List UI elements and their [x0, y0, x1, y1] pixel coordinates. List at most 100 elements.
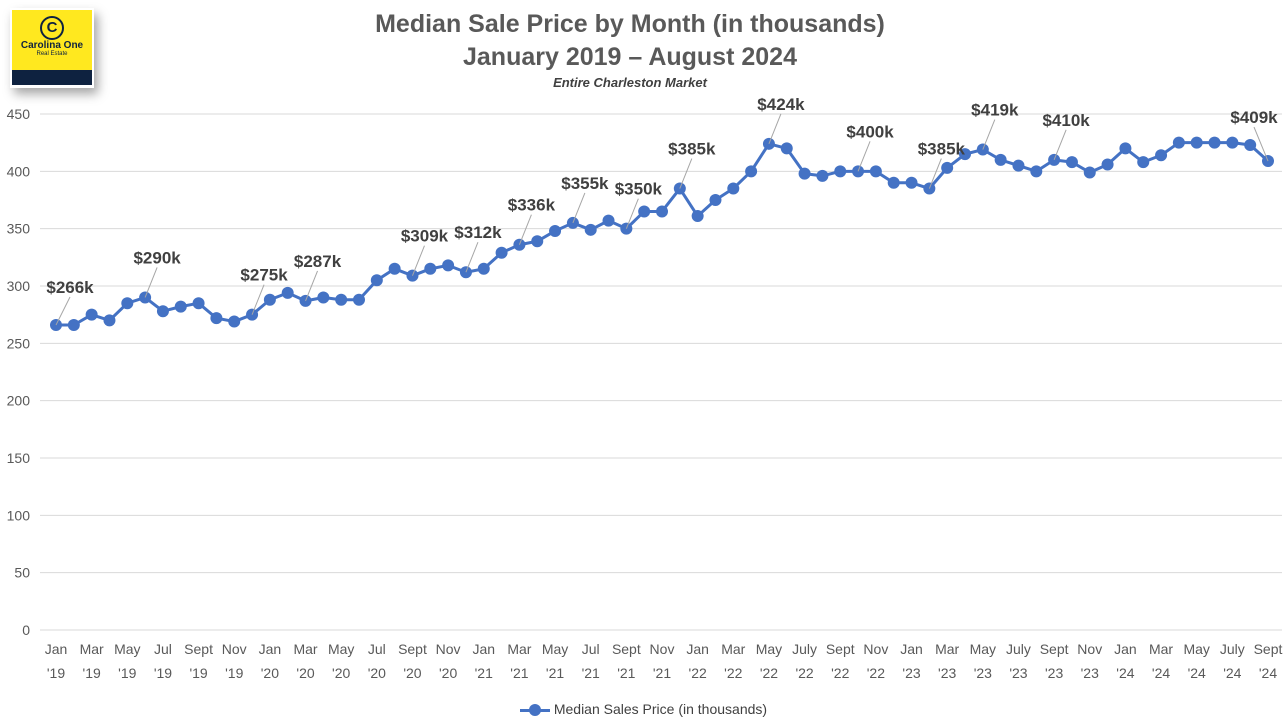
x-tick-label: '23	[938, 665, 956, 681]
data-label-leader	[982, 119, 996, 150]
data-point	[353, 293, 365, 306]
data-point	[602, 214, 615, 227]
x-tick-label: Jan	[1114, 641, 1137, 657]
data-label-leader	[625, 198, 639, 229]
data-point	[549, 224, 562, 237]
y-tick-label: 150	[7, 450, 31, 466]
data-point	[834, 165, 847, 178]
data-point	[780, 142, 793, 155]
data-label: $385k	[668, 140, 716, 159]
data-point	[1012, 159, 1025, 172]
data-label: $419k	[971, 101, 1019, 120]
data-point	[798, 167, 811, 180]
data-label: $355k	[561, 174, 609, 193]
logo-sub: Real Estate	[36, 51, 68, 57]
x-tick-label: July	[792, 641, 817, 657]
x-tick-label: Jan	[472, 641, 495, 657]
x-tick-label: May	[114, 641, 140, 657]
data-point	[156, 305, 169, 318]
x-tick-label: Jul	[368, 641, 386, 657]
data-point	[869, 165, 882, 178]
data-point	[531, 235, 544, 248]
data-point	[174, 300, 187, 313]
x-tick-label: '24	[1152, 665, 1170, 681]
x-tick-label: '23	[902, 665, 920, 681]
x-tick-label: '22	[795, 665, 813, 681]
y-tick-label: 450	[7, 106, 31, 122]
data-point	[495, 246, 508, 259]
x-tick-label: '22	[689, 665, 707, 681]
legend-line-marker-icon	[519, 703, 550, 717]
data-point	[1119, 142, 1132, 155]
data-point	[424, 262, 437, 275]
data-label-leader	[144, 267, 158, 298]
data-point	[1101, 158, 1114, 171]
x-tick-label: '19	[47, 665, 65, 681]
x-tick-label: '24	[1188, 665, 1206, 681]
data-label: $385k	[918, 140, 966, 159]
y-tick-label: 250	[7, 335, 31, 351]
x-tick-label: '20	[332, 665, 350, 681]
x-tick-label: '19	[189, 665, 207, 681]
data-point	[85, 308, 98, 321]
data-label-leader	[412, 245, 425, 276]
data-point	[1226, 136, 1239, 149]
x-tick-label: '20	[296, 665, 314, 681]
data-point	[638, 205, 651, 218]
x-tick-label: Sept	[398, 641, 427, 657]
data-point	[1244, 138, 1257, 151]
x-tick-label: July	[1006, 641, 1031, 657]
legend: Median Sales Price (in thousands)	[0, 701, 1287, 717]
data-label: $424k	[757, 95, 805, 114]
x-tick-label: Mar	[80, 641, 104, 657]
data-label-leader	[305, 270, 318, 302]
data-label-leader	[1053, 129, 1067, 161]
data-label-leader	[857, 141, 871, 172]
data-label-leader	[928, 158, 942, 189]
data-point	[656, 205, 668, 218]
y-tick-label: 350	[7, 221, 31, 237]
x-tick-label: '19	[225, 665, 243, 681]
x-tick-label: Nov	[650, 641, 675, 657]
data-label-leader	[572, 192, 586, 224]
data-point	[442, 259, 455, 272]
y-tick-label: 300	[7, 278, 31, 294]
data-point	[263, 293, 276, 306]
x-tick-label: Sept	[612, 641, 641, 657]
data-point	[228, 315, 241, 328]
x-tick-label: '22	[831, 665, 849, 681]
x-tick-label: '24	[1223, 665, 1241, 681]
x-tick-label: '22	[724, 665, 742, 681]
x-tick-label: '23	[1045, 665, 1063, 681]
x-tick-label: May	[970, 641, 996, 657]
data-point	[317, 291, 330, 304]
data-point	[745, 165, 758, 178]
x-tick-label: May	[1183, 641, 1209, 657]
x-tick-label: Mar	[1149, 641, 1173, 657]
data-point	[816, 169, 829, 182]
data-label-leader	[55, 296, 71, 326]
data-label-leader	[518, 214, 532, 245]
data-point	[121, 297, 134, 310]
x-tick-label: '21	[546, 665, 564, 681]
data-point	[1208, 136, 1221, 149]
x-tick-label: Nov	[863, 641, 888, 657]
chart-subtitle: Entire Charleston Market	[553, 75, 707, 90]
data-label: $350k	[615, 180, 663, 199]
x-tick-label: Jan	[900, 641, 923, 657]
data-label-leader	[679, 158, 693, 189]
x-tick-label: Nov	[1077, 641, 1102, 657]
x-tick-label: '21	[617, 665, 635, 681]
x-tick-label: '20	[368, 665, 386, 681]
y-tick-label: 0	[22, 622, 30, 638]
x-tick-label: Jan	[45, 641, 68, 657]
x-tick-label: '21	[510, 665, 528, 681]
x-tick-label: '23	[974, 665, 992, 681]
y-tick-label: 100	[7, 507, 31, 523]
data-label: $400k	[846, 122, 894, 141]
data-point	[905, 176, 918, 189]
x-tick-label: '20	[439, 665, 457, 681]
data-label: $336k	[508, 196, 556, 215]
x-tick-label: '19	[118, 665, 136, 681]
